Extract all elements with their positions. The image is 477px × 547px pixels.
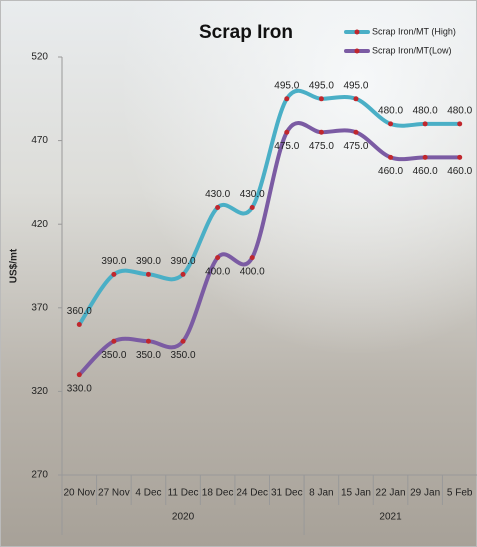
legend-marker bbox=[354, 48, 360, 54]
point bbox=[180, 271, 186, 277]
data-label: 480.0 bbox=[447, 106, 472, 117]
legend-marker bbox=[354, 29, 360, 35]
point bbox=[180, 338, 186, 344]
point bbox=[76, 322, 82, 328]
y-tick-label: 320 bbox=[31, 386, 48, 397]
data-label: 475.0 bbox=[309, 141, 334, 152]
point bbox=[318, 129, 324, 135]
data-label: 495.0 bbox=[274, 80, 299, 91]
x-tick-label: 11 Dec bbox=[168, 488, 199, 499]
point bbox=[318, 96, 324, 102]
data-label: 495.0 bbox=[309, 80, 334, 91]
point bbox=[215, 204, 221, 210]
y-tick-label: 520 bbox=[31, 52, 48, 63]
point bbox=[388, 121, 394, 127]
point bbox=[353, 129, 359, 135]
y-tick-label: 370 bbox=[31, 302, 48, 313]
x-tick-label: 18 Dec bbox=[202, 488, 234, 499]
data-label: 430.0 bbox=[240, 189, 265, 200]
x-tick-label: 22 Jan bbox=[376, 488, 406, 499]
x-tick-label: 4 Dec bbox=[135, 488, 161, 499]
point bbox=[284, 129, 290, 135]
point bbox=[111, 271, 117, 277]
x-tick-label: 20 Nov bbox=[63, 488, 95, 499]
x-tick-label: 29 Jan bbox=[410, 488, 440, 499]
x-tick-label: 15 Jan bbox=[341, 488, 371, 499]
y-axis-label: US$/mt bbox=[9, 248, 20, 283]
data-label: 390.0 bbox=[171, 256, 196, 267]
point bbox=[422, 154, 428, 160]
x-tick-label: 27 Nov bbox=[98, 488, 130, 499]
point bbox=[388, 154, 394, 160]
data-label: 475.0 bbox=[274, 141, 299, 152]
data-label: 430.0 bbox=[205, 189, 230, 200]
legend-label: Scrap Iron/MT (High) bbox=[372, 26, 456, 36]
point bbox=[457, 154, 463, 160]
point bbox=[353, 96, 359, 102]
point bbox=[249, 255, 255, 261]
data-label: 495.0 bbox=[343, 80, 368, 91]
x-tick-label: 8 Jan bbox=[309, 488, 333, 499]
point bbox=[111, 338, 117, 344]
x-tick-label: 5 Feb bbox=[447, 488, 473, 499]
legend-label: Scrap Iron/MT(Low) bbox=[372, 45, 452, 55]
x-group-label: 2020 bbox=[172, 512, 195, 523]
data-label: 460.0 bbox=[378, 166, 403, 177]
point bbox=[422, 121, 428, 127]
data-label: 390.0 bbox=[101, 256, 126, 267]
data-label: 480.0 bbox=[378, 106, 403, 117]
data-label: 475.0 bbox=[343, 141, 368, 152]
x-group-label: 2021 bbox=[379, 512, 402, 523]
point bbox=[76, 372, 82, 378]
data-label: 400.0 bbox=[240, 266, 265, 277]
point bbox=[145, 271, 151, 277]
data-label: 480.0 bbox=[413, 106, 438, 117]
data-label: 400.0 bbox=[205, 266, 230, 277]
x-tick-label: 24 Dec bbox=[236, 488, 268, 499]
y-tick-label: 270 bbox=[31, 470, 48, 481]
data-label: 350.0 bbox=[136, 350, 161, 361]
point bbox=[145, 338, 151, 344]
data-label: 360.0 bbox=[67, 306, 92, 317]
data-label: 330.0 bbox=[67, 383, 92, 394]
data-label: 460.0 bbox=[447, 166, 472, 177]
data-label: 350.0 bbox=[101, 350, 126, 361]
point bbox=[284, 96, 290, 102]
x-tick-label: 31 Dec bbox=[271, 488, 303, 499]
point bbox=[457, 121, 463, 127]
data-label: 390.0 bbox=[136, 256, 161, 267]
point bbox=[249, 204, 255, 210]
data-label: 350.0 bbox=[171, 350, 196, 361]
y-tick-label: 420 bbox=[31, 219, 48, 230]
data-label: 460.0 bbox=[413, 166, 438, 177]
y-tick-label: 470 bbox=[31, 135, 48, 146]
chart-title: Scrap Iron bbox=[199, 22, 293, 43]
point bbox=[215, 255, 221, 261]
